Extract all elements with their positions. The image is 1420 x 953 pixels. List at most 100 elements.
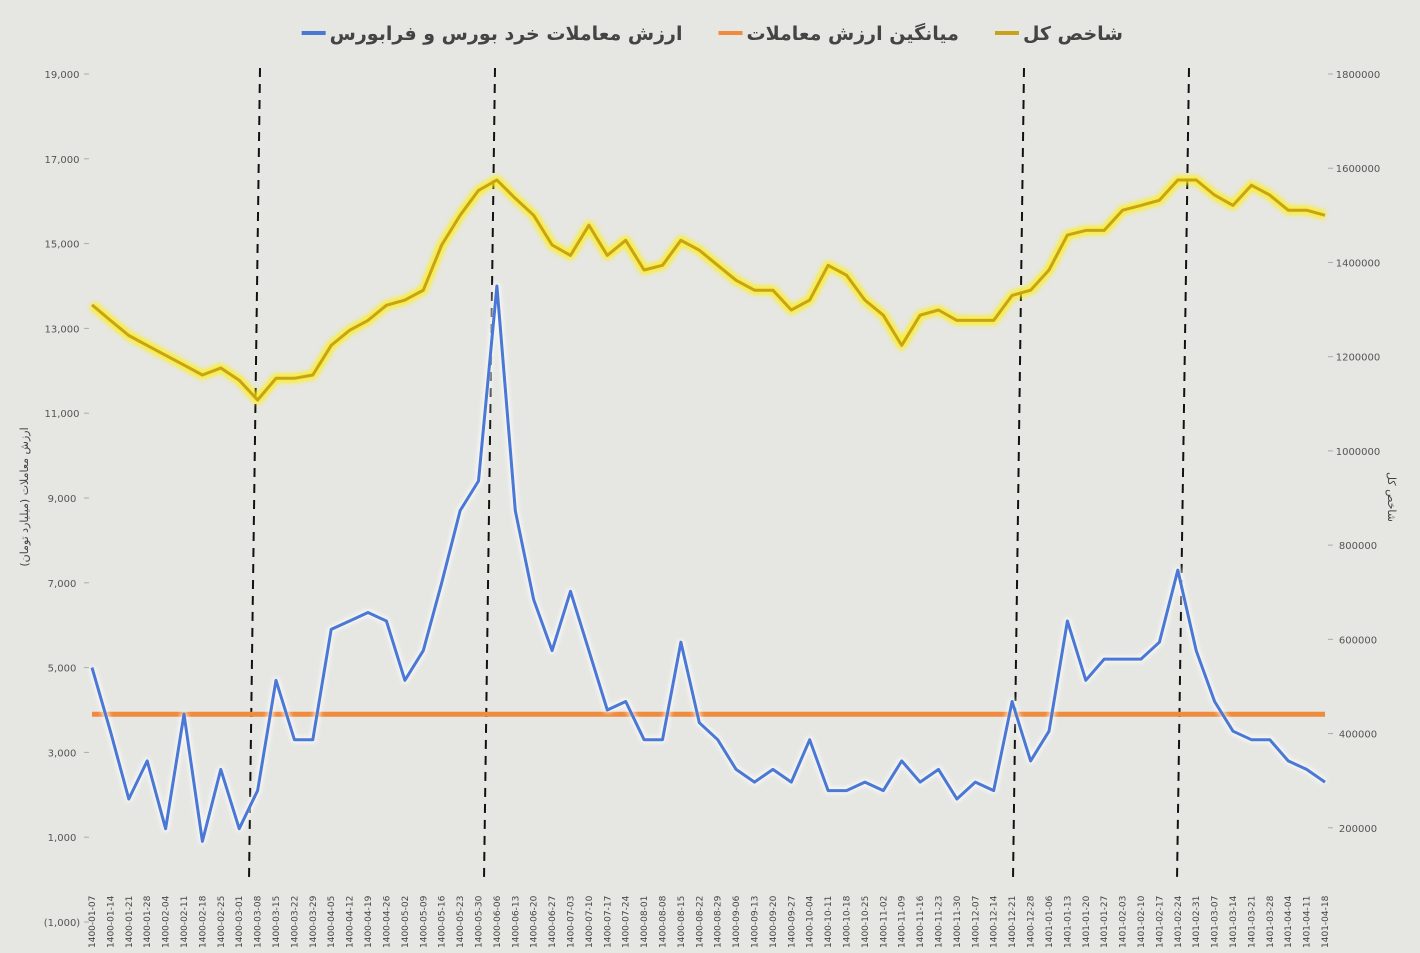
y-tick-label: 7,000 (48, 579, 77, 590)
x-tick-label: 1400-01-21 (125, 896, 135, 948)
y-tick-label: 17,000 (45, 155, 80, 166)
y2-tick-label: 400000 (1339, 730, 1377, 741)
x-tick-label: 1401-03-14 (1229, 895, 1239, 948)
x-tick-label: 1400-05-09 (419, 895, 429, 948)
y-tick-label: 19,000 (45, 70, 80, 81)
divider (1176, 67, 1190, 881)
x-tick-label: 1401-02-03 (1119, 896, 1129, 948)
x-tick-label: 1400-03-15 (272, 896, 282, 948)
x-tick-label: 1401-04-04 (1284, 895, 1294, 948)
x-tick-label: 1400-09-27 (787, 896, 797, 948)
y2-tick-label: 1000000 (1336, 447, 1381, 458)
x-tick-label: 1400-08-08 (658, 895, 668, 948)
y-tick-label: 3,000 (48, 748, 77, 759)
x-tick-label: 1401-01-13 (1063, 896, 1073, 948)
x-tick-label: 1400-02-18 (198, 895, 208, 948)
x-tick-label: 1400-11-16 (916, 895, 926, 948)
x-tick-label: 1400-10-25 (861, 896, 871, 948)
period-dividers (248, 67, 1190, 881)
x-tick-label: 1401-04-11 (1303, 896, 1313, 948)
y2-tick-label: 1200000 (1336, 353, 1381, 364)
x-tick-label: 1400-09-13 (751, 896, 761, 948)
x-tick-label: 1401-01-20 (1082, 895, 1092, 948)
x-tick-label: 1400-03-01 (235, 896, 245, 948)
x-tick-label: 1400-10-04 (806, 895, 816, 948)
x-tick-label: 1400-12-21 (1008, 896, 1018, 948)
x-tick-label: 1400-02-25 (217, 896, 227, 948)
x-tick-label: 1400-06-20 (530, 895, 540, 948)
x-tick-label: 1400-12-07 (971, 896, 981, 948)
y-tick-label: 1,000 (48, 833, 77, 844)
x-tick-label: 1400-05-16 (438, 895, 448, 948)
x-tick-label: 1400-07-10 (585, 895, 595, 948)
x-tick-label: 1400-02-11 (180, 896, 190, 948)
x-tick-label: 1400-04-19 (364, 895, 374, 948)
x-tick-label: 1400-08-15 (677, 896, 687, 948)
x-tick-label: 1400-05-23 (456, 896, 466, 948)
legend-label: ارزش معاملات خرد بورس و فرابورس (330, 23, 683, 45)
y-tick-label: (1,000) (44, 918, 81, 929)
x-tick-label: 1400-10-11 (824, 896, 834, 948)
x-tick-label: 1401-03-07 (1211, 896, 1221, 948)
y2-tick-label: 200000 (1339, 824, 1377, 835)
x-tick-label: 1400-11-02 (879, 896, 889, 948)
x-tick-label: 1401-01-27 (1100, 896, 1110, 948)
x-tick-label: 1400-01-14 (106, 895, 116, 948)
x-tick-label: 1400-06-06 (493, 895, 503, 948)
x-tick-label: 1401-03-21 (1247, 896, 1257, 948)
y-tick-label: 15,000 (45, 240, 80, 251)
x-tick-label: 1400-05-02 (401, 896, 411, 948)
divider (248, 67, 261, 881)
x-tick-label: 1400-08-22 (695, 896, 705, 948)
x-tick-label: 1400-01-07 (88, 896, 98, 948)
legend-label: شاخص کل (1023, 23, 1123, 45)
y-axis-title: ارزش معاملات (میلیارد تومان) (18, 427, 31, 566)
x-tick-label: 1401-01-06 (1045, 895, 1055, 948)
y2-tick-label: 600000 (1339, 635, 1377, 646)
y-tick-label: 11,000 (45, 409, 80, 420)
x-tick-label: 1400-12-14 (990, 895, 1000, 948)
y2-tick-label: 1400000 (1336, 258, 1381, 269)
y-tick-label: 13,000 (45, 324, 80, 335)
x-tick-label: 1400-08-01 (640, 896, 650, 948)
x-tick-label: 1401-02-10 (1137, 895, 1147, 948)
y-tick-label: 9,000 (48, 494, 77, 505)
x-tick-label: 1400-11-09 (898, 895, 908, 948)
x-tick-label: 1401-02-24 (1174, 895, 1184, 948)
x-tick-label: 1401-04-18 (1321, 895, 1331, 948)
x-tick-label: 1400-04-12 (346, 896, 356, 948)
x-tick-label: 1400-11-30 (953, 895, 963, 948)
y2-tick-label: 1800000 (1336, 70, 1381, 81)
y2-tick-label: 1600000 (1336, 164, 1381, 175)
x-tick-label: 1400-09-06 (732, 895, 742, 948)
x-tick-label: 1401-02-17 (1155, 896, 1165, 948)
x-tick-label: 1400-03-08 (254, 895, 264, 948)
series-line (91, 178, 1326, 402)
divider (1012, 67, 1025, 881)
x-tick-label: 1401-02-31 (1192, 896, 1202, 948)
x-tick-label: 1400-03-29 (309, 895, 319, 948)
x-tick-label: 1400-11-23 (935, 896, 945, 948)
x-tick-label: 1400-07-17 (603, 896, 613, 948)
x-tick-label: 1400-12-28 (1027, 895, 1037, 948)
x-tick-label: 1400-06-27 (548, 896, 558, 948)
x-tick-label: 1400-06-13 (511, 896, 521, 948)
series-line (90, 284, 1326, 843)
x-tick-label: 1400-02-04 (162, 895, 172, 948)
x-tick-label: 1400-07-03 (566, 896, 576, 948)
x-tick-label: 1400-10-18 (843, 895, 853, 948)
y2-axis-title: شاخص کل (1385, 472, 1398, 522)
x-tick-label: 1401-03-28 (1266, 895, 1276, 948)
y2-tick-label: 800000 (1339, 541, 1377, 552)
legend-label: میانگین ارزش معاملات (747, 22, 959, 45)
x-tick-label: 1400-08-29 (714, 895, 724, 948)
x-tick-label: 1400-04-05 (327, 896, 337, 948)
x-tick-label: 1400-03-22 (290, 896, 300, 948)
x-tick-label: 1400-05-30 (474, 895, 484, 948)
x-tick-label: 1400-09-20 (769, 895, 779, 948)
x-tick-label: 1400-07-24 (622, 895, 632, 948)
x-tick-label: 1400-04-26 (382, 895, 392, 948)
x-tick-label: 1400-01-28 (143, 895, 153, 948)
y-tick-label: 5,000 (48, 664, 77, 675)
